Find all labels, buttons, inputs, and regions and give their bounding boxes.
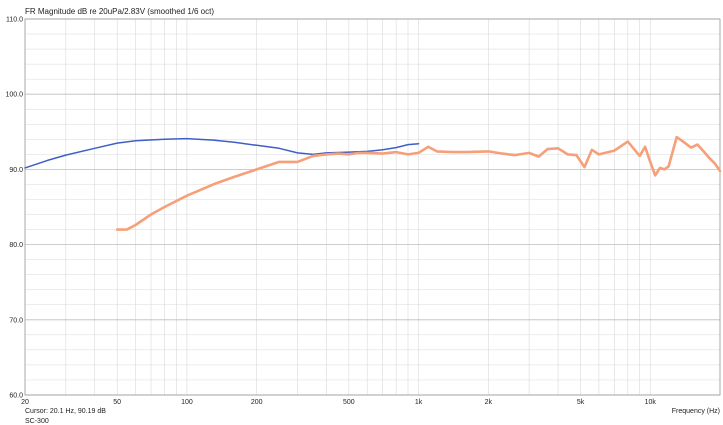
- x-tick-label: 5k: [577, 399, 585, 406]
- y-tick-label: 100.0: [5, 92, 23, 99]
- x-tick-label: 20: [21, 399, 29, 406]
- grid: [24, 18, 721, 396]
- y-tick-label: 110.0: [6, 17, 23, 24]
- chart-title: FR Magnitude dB re 20uPa/2.83V (smoothed…: [25, 7, 214, 16]
- series-line-2: [115, 135, 722, 231]
- plot-frame: [24, 18, 721, 396]
- y-tick-label: 90.0: [9, 167, 23, 174]
- x-tick-label: 100: [181, 399, 193, 406]
- x-tick-labels: 20 50 100 200 500 1k 2k 5k 10k: [21, 399, 656, 406]
- x-tick-label: 1k: [415, 399, 423, 406]
- series-group: [24, 135, 722, 231]
- y-tick-label: 70.0: [9, 317, 23, 324]
- x-tick-label: 50: [113, 399, 121, 406]
- x-tick-label: 10k: [645, 399, 657, 406]
- y-tick-label: 60.0: [9, 393, 23, 400]
- axes: [24, 18, 721, 396]
- x-tick-label: 2k: [485, 399, 493, 406]
- series-line-1: [24, 137, 420, 169]
- x-axis-label: Frequency (Hz): [672, 408, 720, 415]
- y-tick-label: 80.0: [9, 242, 23, 249]
- cursor-readout: Cursor: 20.1 Hz, 90.19 dB: [25, 408, 106, 415]
- x-tick-label: 200: [251, 399, 263, 406]
- model-label: SC-300: [25, 418, 49, 425]
- y-tick-labels: 110.0 100.0 90.0 80.0 70.0 60.0: [5, 17, 23, 400]
- x-tick-label: 500: [343, 399, 355, 406]
